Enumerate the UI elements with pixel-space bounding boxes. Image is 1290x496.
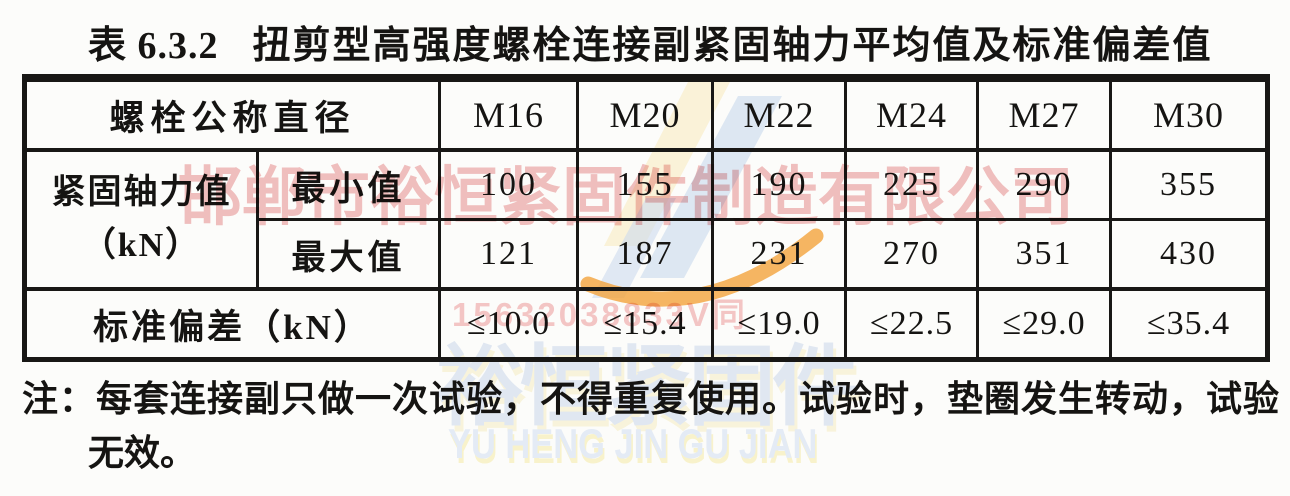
min-m16: 100 bbox=[438, 148, 579, 221]
table-row-stddev: 标准偏差（kN） ≤10.0 ≤15.4 ≤19.0 ≤22.5 ≤29.0 ≤… bbox=[23, 287, 1269, 361]
min-m27: 290 bbox=[976, 148, 1112, 221]
min-m20: 155 bbox=[576, 148, 714, 221]
axial-force-label-text: 紧固轴力值 bbox=[51, 173, 232, 211]
std-m27: ≤29.0 bbox=[976, 287, 1112, 361]
min-m30: 355 bbox=[1109, 148, 1269, 221]
min-m22: 190 bbox=[711, 148, 847, 221]
max-m27: 351 bbox=[976, 218, 1112, 291]
axial-force-unit: （kN） bbox=[81, 226, 202, 264]
axial-force-label: 紧固轴力值 （kN） bbox=[23, 148, 259, 291]
std-m20: ≤15.4 bbox=[576, 287, 714, 361]
header-col-m27: M27 bbox=[976, 76, 1112, 152]
table-title: 表 6.3.2 扭剪型高强度螺栓连接副紧固轴力平均值及标准偏差值 bbox=[88, 14, 1268, 69]
bolt-axial-force-table: 螺栓公称直径 M16 M20 M22 M24 M27 M30 紧固轴力值 （kN… bbox=[22, 74, 1270, 362]
max-row-label: 最大值 bbox=[256, 218, 441, 291]
max-m16: 121 bbox=[438, 218, 579, 291]
max-m24: 270 bbox=[844, 218, 979, 291]
table-title-text: 扭剪型高强度螺栓连接副紧固轴力平均值及标准偏差值 bbox=[252, 25, 1213, 67]
table-row-header: 螺栓公称直径 M16 M20 M22 M24 M27 M30 bbox=[23, 76, 1269, 152]
std-m22: ≤19.0 bbox=[711, 287, 847, 361]
std-m16: ≤10.0 bbox=[438, 287, 579, 361]
std-m24: ≤22.5 bbox=[844, 287, 979, 361]
header-col-m24: M24 bbox=[844, 76, 979, 152]
note-line-2: 无效。 bbox=[88, 433, 197, 473]
brand-pinyin-watermark: YU HENG JIN GU JIAN bbox=[448, 420, 818, 467]
table-row-max: 最大值 121 187 231 270 351 430 bbox=[25, 218, 1269, 291]
header-col-m22: M22 bbox=[711, 76, 847, 152]
header-diameter-label: 螺栓公称直径 bbox=[23, 76, 441, 152]
min-row-label: 最小值 bbox=[256, 148, 441, 221]
stddev-label: 标准偏差（kN） bbox=[23, 287, 441, 361]
header-col-m16: M16 bbox=[438, 76, 579, 152]
max-m20: 187 bbox=[576, 218, 714, 291]
std-m30: ≤35.4 bbox=[1109, 287, 1269, 361]
max-m22: 231 bbox=[711, 218, 847, 291]
max-m30: 430 bbox=[1109, 218, 1269, 291]
min-m24: 225 bbox=[844, 148, 979, 221]
header-col-m30: M30 bbox=[1109, 76, 1269, 152]
header-col-m20: M20 bbox=[576, 76, 714, 152]
table-row-min: 紧固轴力值 （kN） 最小值 100 155 190 225 290 355 bbox=[23, 148, 1269, 291]
note-line-1: 注：每套连接副只做一次试验，不得重复使用。试验时，垫圈发生转动，试验 bbox=[22, 379, 1281, 419]
table-number: 表 6.3.2 bbox=[88, 25, 219, 67]
